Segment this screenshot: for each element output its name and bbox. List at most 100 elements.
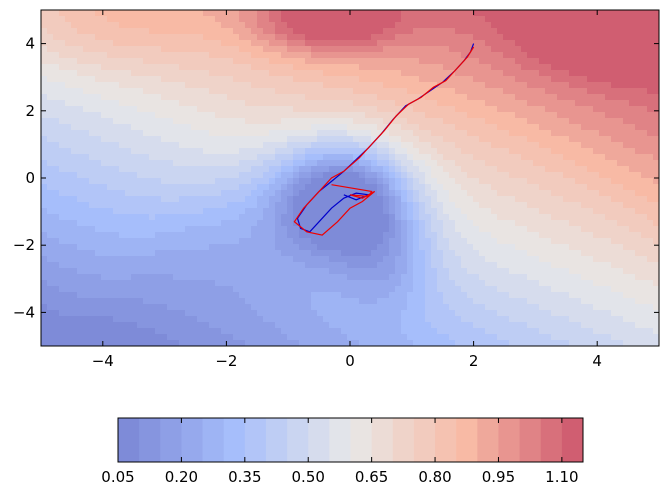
contour-cell [305,190,312,197]
contour-cell [551,100,558,107]
contour-cell [425,40,432,47]
contour-cell [233,46,240,53]
contour-cell [185,154,192,161]
contour-cell [353,160,360,167]
contour-cell [119,178,126,185]
contour-cell [497,64,504,71]
contour-cell [251,220,258,227]
contour-cell [599,190,606,197]
contour-cell [323,34,330,41]
contour-cell [227,34,234,41]
contour-cell [197,106,204,113]
contour-cell [479,196,486,203]
contour-cell [383,16,390,23]
contour-cell [179,64,186,71]
contour-cell [161,40,168,47]
contour-cell [485,190,492,197]
contour-cell [623,286,630,293]
contour-cell [467,16,474,23]
contour-cell [353,220,360,227]
contour-cell [161,244,168,251]
contour-cell [473,184,480,191]
contour-cell [389,70,396,77]
contour-cell [635,40,642,47]
contour-cell [629,82,636,89]
contour-cell [635,82,642,89]
contour-cell [143,286,150,293]
contour-cell [125,178,132,185]
contour-cell [647,286,654,293]
contour-cell [449,136,456,143]
contour-cell [185,298,192,305]
contour-cell [503,100,510,107]
contour-cell [425,64,432,71]
contour-cell [143,28,150,35]
contour-cell [65,70,72,77]
contour-cell [599,292,606,299]
contour-cell [563,124,570,131]
contour-cell [227,232,234,239]
contour-cell [407,172,414,179]
contour-cell [323,202,330,209]
contour-cell [281,190,288,197]
contour-cell [47,112,54,119]
contour-cell [431,10,438,17]
contour-cell [593,148,600,155]
contour-cell [647,280,654,287]
contour-cell [167,88,174,95]
contour-cell [653,76,659,83]
contour-cell [257,118,264,125]
contour-cell [353,130,360,137]
contour-cell [359,250,366,257]
contour-cell [485,244,492,251]
contour-cell [581,202,588,209]
contour-cell [401,10,408,17]
contour-cell [95,46,102,53]
contour-cell [185,142,192,149]
contour-cell [581,52,588,59]
contour-cell [425,214,432,221]
contour-cell [611,136,618,143]
contour-cell [623,172,630,179]
contour-cell [359,292,366,299]
contour-cell [233,298,240,305]
contour-cell [227,214,234,221]
contour-cell [545,274,552,281]
contour-cell [623,76,630,83]
contour-cell [515,220,522,227]
contour-cell [521,196,528,203]
contour-cell [311,88,318,95]
contour-cell [107,292,114,299]
contour-cell [287,232,294,239]
contour-cell [443,250,450,257]
contour-cell [137,100,144,107]
contour-cell [287,160,294,167]
contour-cell [377,166,384,173]
contour-cell [605,124,612,131]
contour-cell [593,100,600,107]
contour-cell [479,100,486,107]
contour-cell [647,226,654,233]
contour-cell [563,94,570,101]
contour-cell [587,46,594,53]
contour-cell [83,130,90,137]
contour-cell [509,34,516,41]
contour-cell [563,130,570,137]
contour-cell [233,52,240,59]
contour-cell [275,16,282,23]
contour-cell [65,268,72,275]
contour-cell [557,16,564,23]
contour-cell [617,160,624,167]
contour-cell [401,148,408,155]
contour-cell [161,70,168,77]
contour-cell [497,34,504,41]
contour-cell [605,52,612,59]
contour-cell [119,148,126,155]
contour-cell [299,166,306,173]
contour-cell [179,160,186,167]
contour-cell [401,112,408,119]
contour-cell [245,166,252,173]
contour-cell [191,184,198,191]
contour-cell [521,274,528,281]
contour-cell [569,268,576,275]
